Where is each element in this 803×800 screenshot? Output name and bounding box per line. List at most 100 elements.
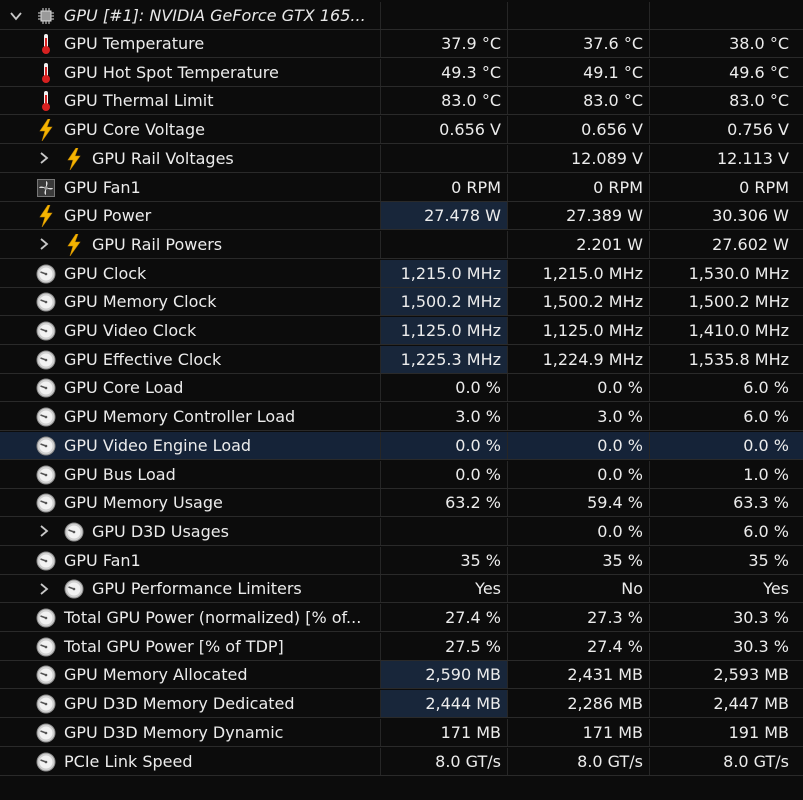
sensor-row[interactable]: GPU Fan1 0 RPM 0 RPM 0 RPM: [0, 173, 803, 202]
sensor-row[interactable]: GPU Clock 1,215.0 MHz 1,215.0 MHz 1,530.0 M…: [0, 259, 803, 288]
gauge-icon: [36, 608, 56, 628]
fan-icon: [36, 178, 56, 198]
chevron-right-icon[interactable]: [34, 231, 54, 258]
gauge-icon: [36, 694, 56, 714]
gauge-icon: [36, 292, 56, 312]
minimum-value-cell: 27.4 %: [508, 632, 650, 660]
lightning-icon: [36, 205, 56, 228]
maximum-value-cell: 63.3 %: [733, 493, 789, 513]
minimum-value-cell: 1,500.2 MHz: [508, 288, 650, 316]
sensor-name-cell: PCIe Link Speed: [0, 747, 381, 775]
minimum-value-cell: 0.0 %: [508, 460, 650, 488]
sensor-row[interactable]: GPU Effective Clock 1,225.3 MHz 1,224.9 MH…: [0, 345, 803, 374]
maximum-value-cell: 83.0 °C: [729, 91, 789, 111]
current-value-cell: 2,590 MB: [381, 661, 508, 689]
current-value-cell: 8.0 GT/s: [381, 747, 508, 775]
sensor-row[interactable]: GPU Performance Limiters Yes No Yes: [0, 575, 803, 604]
current-value-cell: 0.0 %: [381, 431, 508, 459]
chevron-right-icon[interactable]: [34, 518, 54, 545]
sensor-row[interactable]: GPU Thermal Limit 83.0 °C 83.0 °C 83.0 °C: [0, 87, 803, 116]
maximum-value-cell: 1.0 %: [743, 464, 789, 484]
maximum-value-cell: 2,447 MB: [713, 694, 789, 714]
maximum-value-cell: 12.113 V: [716, 148, 789, 168]
maximum-value-cell: Yes: [763, 579, 789, 599]
sensor-row[interactable]: GPU D3D Memory Dynamic 171 MB 171 MB 191 MB: [0, 718, 803, 747]
sensor-label: GPU Temperature: [64, 34, 205, 53]
header-cell-min: [508, 2, 650, 29]
sensor-row[interactable]: GPU Video Engine Load 0.0 % 0.0 % 0.0 %: [0, 431, 803, 460]
sensor-label: GPU Fan1: [64, 550, 141, 570]
sensor-name-cell: Total GPU Power (normalized) [% of...: [0, 604, 381, 631]
maximum-value-cell: 35 %: [748, 550, 789, 570]
sensor-name-cell: GPU Temperature: [0, 30, 381, 57]
maximum-value-cell: 1,535.8 MHz: [688, 349, 789, 369]
sensor-name-cell: GPU Memory Clock: [0, 288, 381, 316]
sensor-label: Total GPU Power (normalized) [% of...: [64, 608, 362, 627]
minimum-value-cell: 1,215.0 MHz: [508, 259, 650, 287]
sensor-name-cell: GPU Rail Voltages: [0, 144, 381, 172]
sensor-row[interactable]: GPU Fan1 35 % 35 % 35 %: [0, 546, 803, 575]
current-value-cell: 2,444 MB: [381, 690, 508, 718]
sensor-name-cell: GPU Fan1: [0, 173, 381, 201]
sensor-row[interactable]: PCIe Link Speed 8.0 GT/s 8.0 GT/s 8.0 GT/s: [0, 747, 803, 776]
chevron-right-icon[interactable]: [34, 145, 54, 172]
current-value-cell: 1,215.0 MHz: [381, 259, 508, 287]
gauge-icon: [36, 665, 56, 685]
minimum-value-cell: 59.4 %: [508, 489, 650, 517]
gauge-icon: [36, 264, 56, 284]
maximum-value-cell: 2,593 MB: [713, 665, 789, 685]
sensor-row[interactable]: Total GPU Power [% of TDP] 27.5 % 27.4 % 30…: [0, 632, 803, 661]
sensor-name-cell: GPU D3D Memory Dedicated: [0, 690, 381, 718]
chevron-down-icon[interactable]: [6, 2, 26, 29]
sensor-row[interactable]: Total GPU Power (normalized) [% of... 27.…: [0, 604, 803, 632]
sensor-label: GPU Memory Usage: [64, 493, 223, 513]
sensor-row[interactable]: GPU Memory Clock 1,500.2 MHz 1,500.2 MHz 1,…: [0, 288, 803, 317]
sensor-row[interactable]: GPU Temperature 37.9 °C 37.6 °C 38.0 °C: [0, 30, 803, 58]
current-value-cell: 49.3 °C: [381, 58, 508, 86]
current-value-cell: 27.4 %: [381, 604, 508, 631]
minimum-value-cell: 0.0 %: [508, 374, 650, 402]
sensor-row[interactable]: GPU Memory Controller Load 3.0 % 3.0 % 6.0 …: [0, 403, 803, 432]
group-title: GPU [#1]: NVIDIA GeForce GTX 165...: [64, 6, 366, 25]
sensor-label: GPU Bus Load: [64, 464, 176, 484]
sensor-row[interactable]: GPU Core Voltage 0.656 V 0.656 V 0.756 V: [0, 116, 803, 145]
sensor-row[interactable]: GPU Memory Usage 63.2 % 59.4 % 63.3 %: [0, 489, 803, 518]
sensor-name-cell: GPU Effective Clock: [0, 345, 381, 373]
sensor-label: GPU Fan1: [64, 177, 141, 197]
sensor-name-cell: Total GPU Power [% of TDP]: [0, 632, 381, 660]
sensor-row[interactable]: GPU Rail Powers 2.201 W 27.602 W: [0, 230, 803, 259]
minimum-value-cell: 1,224.9 MHz: [508, 345, 650, 373]
group-header-row[interactable]: GPU [#1]: NVIDIA GeForce GTX 165...: [0, 2, 803, 30]
maximum-value-cell: 30.3 %: [733, 636, 789, 656]
sensor-row[interactable]: GPU Power 27.478 W 27.389 W 30.306 W: [0, 202, 803, 231]
sensor-label: GPU Effective Clock: [64, 349, 222, 369]
lightning-icon: [36, 119, 56, 142]
sensor-row[interactable]: GPU Core Load 0.0 % 0.0 % 6.0 %: [0, 374, 803, 403]
current-value-cell: 27.478 W: [381, 202, 508, 230]
sensor-row[interactable]: GPU Rail Voltages 12.089 V 12.113 V: [0, 144, 803, 173]
minimum-value-cell: 37.6 °C: [508, 30, 650, 57]
minimum-value-cell: 49.1 °C: [508, 58, 650, 86]
sensor-name-cell: GPU Core Voltage: [0, 116, 381, 144]
chevron-right-icon[interactable]: [34, 575, 54, 602]
current-value-cell: 27.5 %: [381, 632, 508, 660]
sensor-row[interactable]: GPU Video Clock 1,125.0 MHz 1,125.0 MHz 1,4…: [0, 317, 803, 345]
sensor-row[interactable]: GPU D3D Memory Dedicated 2,444 MB 2,286 MB…: [0, 690, 803, 719]
sensor-row[interactable]: GPU Memory Allocated 2,590 MB 2,431 MB 2,59…: [0, 661, 803, 690]
sensor-row[interactable]: GPU Bus Load 0.0 % 0.0 % 1.0 %: [0, 460, 803, 489]
lightning-icon: [64, 147, 84, 170]
current-value-cell: 0.0 %: [381, 460, 508, 488]
sensor-label: GPU D3D Usages: [92, 521, 229, 541]
gauge-icon: [36, 551, 56, 571]
sensor-row[interactable]: GPU Hot Spot Temperature 49.3 °C 49.1 °C 49…: [0, 58, 803, 87]
sensor-name-cell: GPU Thermal Limit: [0, 87, 381, 115]
maximum-value-cell: 6.0 %: [743, 521, 789, 541]
maximum-value-cell: 1,530.0 MHz: [688, 263, 789, 283]
sensor-name-cell: GPU Bus Load: [0, 460, 381, 488]
current-value-cell: 0.0 %: [381, 374, 508, 402]
current-value-cell: [381, 144, 508, 172]
sensor-name-cell: GPU Video Engine Load: [0, 431, 381, 459]
current-value-cell: 1,500.2 MHz: [381, 288, 508, 316]
sensor-row[interactable]: GPU D3D Usages 0.0 % 6.0 %: [0, 517, 803, 546]
minimum-value-cell: 27.3 %: [508, 604, 650, 631]
